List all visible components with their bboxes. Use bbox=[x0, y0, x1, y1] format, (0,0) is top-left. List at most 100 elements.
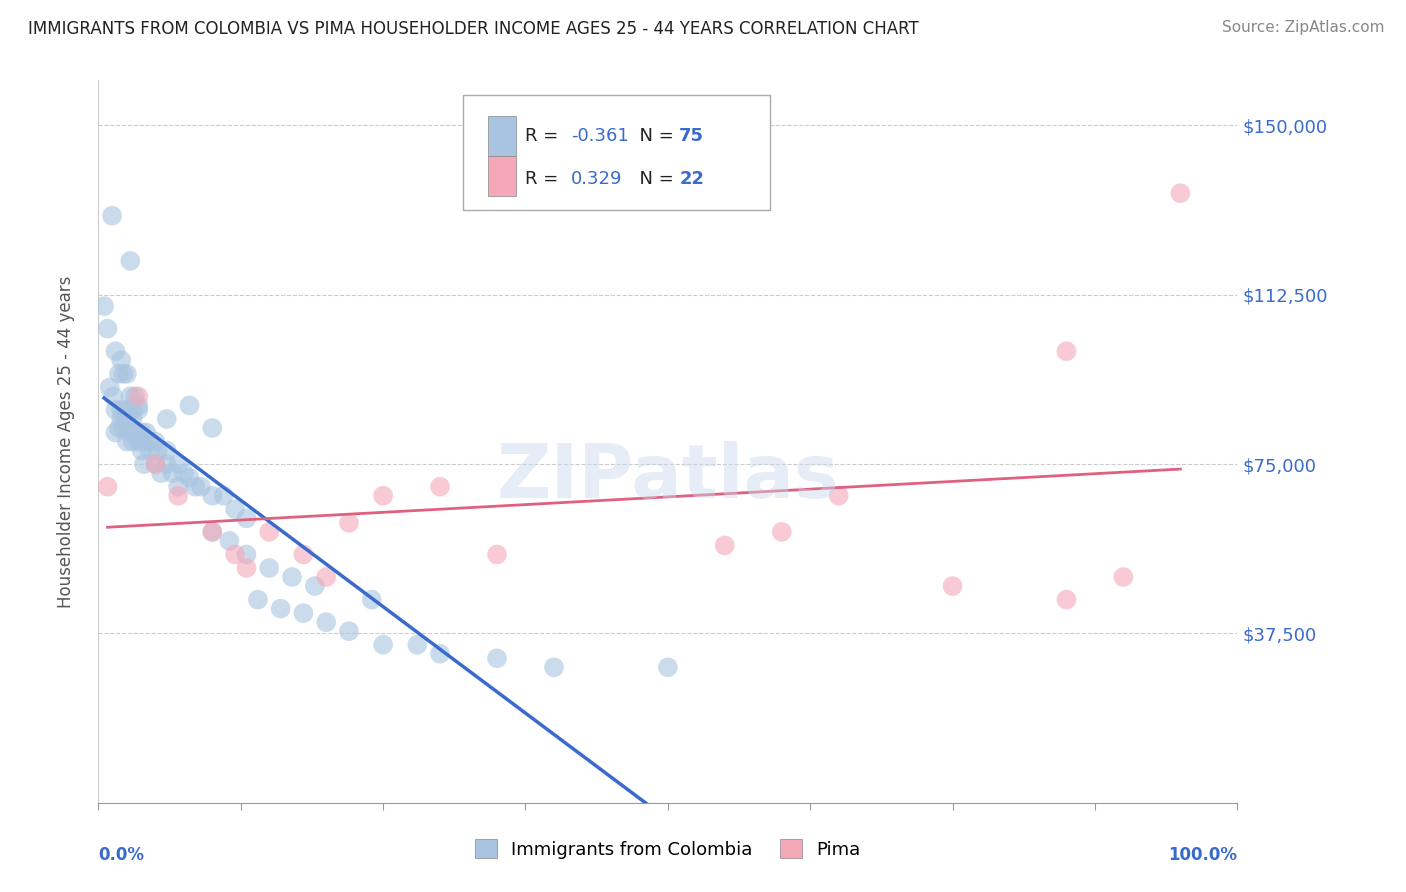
Point bbox=[543, 660, 565, 674]
Point bbox=[150, 466, 173, 480]
Point bbox=[828, 489, 851, 503]
Point bbox=[246, 592, 269, 607]
Point bbox=[145, 457, 167, 471]
Point bbox=[120, 253, 142, 268]
Point bbox=[406, 638, 429, 652]
Text: 75: 75 bbox=[679, 127, 704, 145]
Point bbox=[156, 412, 179, 426]
Point bbox=[98, 380, 121, 394]
Point bbox=[235, 548, 257, 562]
Point bbox=[104, 425, 127, 440]
Point bbox=[104, 403, 127, 417]
Point bbox=[110, 353, 132, 368]
Text: -0.361: -0.361 bbox=[571, 127, 628, 145]
Point bbox=[127, 403, 149, 417]
Point bbox=[429, 647, 451, 661]
Point bbox=[173, 466, 195, 480]
Point bbox=[201, 489, 224, 503]
Point bbox=[337, 516, 360, 530]
Point bbox=[201, 421, 224, 435]
Text: N =: N = bbox=[628, 170, 679, 188]
Point bbox=[121, 403, 143, 417]
Point bbox=[96, 321, 118, 335]
Legend: Immigrants from Colombia, Pima: Immigrants from Colombia, Pima bbox=[475, 839, 860, 859]
Point bbox=[115, 403, 138, 417]
Point bbox=[224, 502, 246, 516]
Point bbox=[218, 533, 240, 548]
Point bbox=[167, 489, 190, 503]
Point bbox=[156, 457, 179, 471]
Point bbox=[1056, 344, 1078, 359]
Point bbox=[304, 579, 326, 593]
Point bbox=[371, 638, 394, 652]
Point bbox=[127, 434, 149, 449]
Point bbox=[145, 457, 167, 471]
Point bbox=[224, 548, 246, 562]
Point bbox=[770, 524, 793, 539]
Text: ZIPatlas: ZIPatlas bbox=[496, 442, 839, 514]
Point bbox=[132, 457, 155, 471]
Point bbox=[270, 601, 292, 615]
Point bbox=[162, 466, 184, 480]
Point bbox=[110, 412, 132, 426]
Text: 100.0%: 100.0% bbox=[1168, 847, 1237, 864]
Text: Source: ZipAtlas.com: Source: ZipAtlas.com bbox=[1222, 20, 1385, 35]
Point bbox=[281, 570, 304, 584]
Point bbox=[131, 425, 153, 440]
Point bbox=[714, 538, 737, 552]
Point bbox=[360, 592, 382, 607]
Point bbox=[201, 524, 224, 539]
Point bbox=[190, 480, 212, 494]
Point bbox=[124, 389, 146, 403]
Point bbox=[337, 624, 360, 639]
Point bbox=[121, 434, 143, 449]
Point bbox=[115, 412, 138, 426]
Point bbox=[112, 367, 135, 381]
Point bbox=[156, 443, 179, 458]
Point bbox=[657, 660, 679, 674]
Point bbox=[135, 425, 157, 440]
Point bbox=[121, 412, 143, 426]
Point bbox=[132, 434, 155, 449]
Text: 22: 22 bbox=[679, 170, 704, 188]
Point bbox=[110, 403, 132, 417]
FancyBboxPatch shape bbox=[488, 156, 516, 196]
Point bbox=[101, 209, 124, 223]
Y-axis label: Householder Income Ages 25 - 44 years: Householder Income Ages 25 - 44 years bbox=[56, 276, 75, 607]
Point bbox=[104, 344, 127, 359]
Point bbox=[93, 299, 115, 313]
Point bbox=[108, 421, 131, 435]
Point bbox=[315, 615, 337, 630]
Point bbox=[115, 434, 138, 449]
Point bbox=[131, 443, 153, 458]
Point bbox=[167, 480, 190, 494]
Point bbox=[292, 548, 315, 562]
Point bbox=[120, 389, 142, 403]
Point bbox=[108, 367, 131, 381]
Point bbox=[115, 367, 138, 381]
Point bbox=[1170, 186, 1192, 201]
Point bbox=[1056, 592, 1078, 607]
Point bbox=[259, 561, 281, 575]
Point bbox=[212, 489, 235, 503]
Point bbox=[486, 548, 509, 562]
Point bbox=[103, 389, 125, 403]
Text: R =: R = bbox=[526, 127, 564, 145]
Point bbox=[235, 511, 257, 525]
Point bbox=[96, 480, 118, 494]
Text: 0.329: 0.329 bbox=[571, 170, 623, 188]
Point bbox=[146, 443, 169, 458]
Point bbox=[292, 606, 315, 620]
Point bbox=[315, 570, 337, 584]
Point bbox=[942, 579, 965, 593]
Point bbox=[486, 651, 509, 665]
Point bbox=[179, 470, 201, 484]
Point bbox=[112, 421, 135, 435]
Point bbox=[138, 443, 160, 458]
Point bbox=[259, 524, 281, 539]
Text: N =: N = bbox=[628, 127, 679, 145]
Point bbox=[127, 398, 149, 412]
Point bbox=[124, 425, 146, 440]
Point bbox=[179, 398, 201, 412]
Text: R =: R = bbox=[526, 170, 571, 188]
